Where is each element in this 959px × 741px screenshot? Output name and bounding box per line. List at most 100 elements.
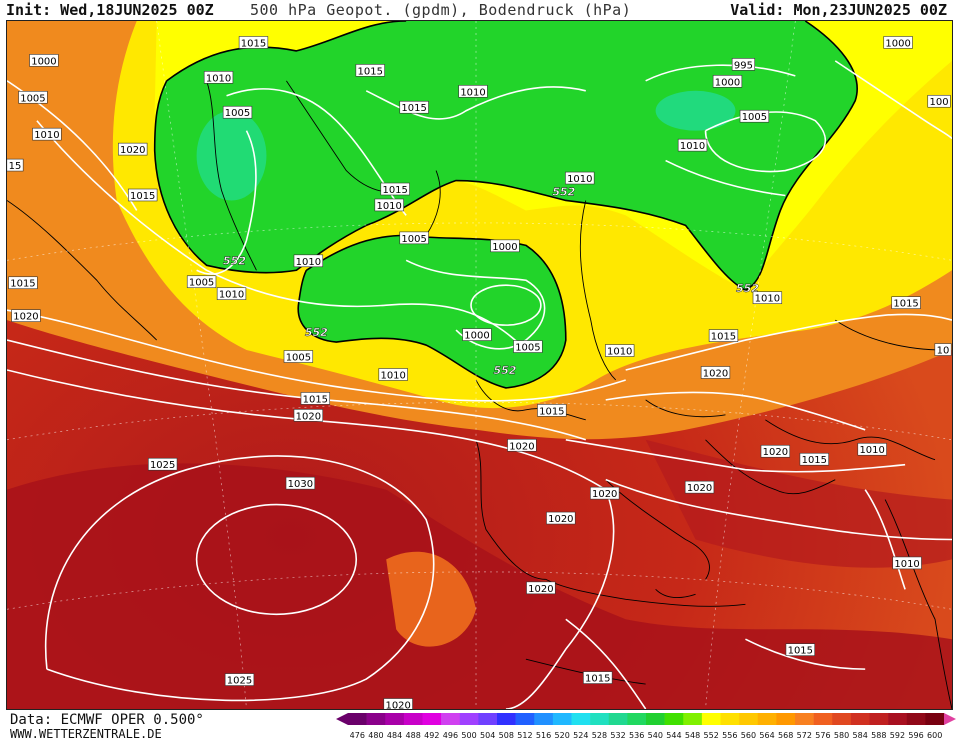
svg-text:1015: 1015	[382, 185, 407, 196]
legend-color-swatch	[701, 713, 721, 725]
svg-text:1010: 1010	[607, 347, 632, 358]
legend-tick-label: 580	[834, 731, 849, 740]
legend-tick-label: 560	[741, 731, 756, 740]
svg-text:1010: 1010	[567, 174, 592, 185]
svg-text:1000: 1000	[31, 56, 56, 67]
svg-text:1020: 1020	[120, 145, 145, 156]
coastlines	[7, 80, 952, 709]
svg-text:1020: 1020	[385, 701, 410, 710]
isobar-label: 1020	[546, 511, 576, 525]
isobar-label: 1015	[399, 100, 429, 114]
isobar-label: 1020	[11, 309, 41, 323]
svg-text:1010: 1010	[894, 559, 919, 570]
svg-text:100: 100	[930, 97, 949, 108]
svg-text:1015: 1015	[893, 299, 918, 310]
svg-text:1015: 1015	[358, 66, 383, 77]
isobar-label: 1015	[891, 296, 921, 310]
map-title: 500 hPa Geopot. (gpdm), Bodendruck (hPa)	[250, 1, 632, 19]
legend-tick-label: 584	[853, 731, 868, 740]
svg-text:1025: 1025	[150, 460, 175, 471]
svg-text:1015: 1015	[585, 674, 610, 685]
isobars	[7, 60, 952, 709]
legend-color-swatch	[757, 713, 777, 725]
legend-tick-label: 572	[797, 731, 812, 740]
svg-text:1010: 1010	[680, 141, 705, 152]
legend-tick-label: 508	[499, 731, 514, 740]
legend-tick-label: 548	[685, 731, 700, 740]
isobar-label: 1010	[605, 344, 635, 358]
svg-text:1020: 1020	[703, 368, 728, 379]
legend-tick-label: 524	[573, 731, 588, 740]
isobar-label: 1005	[283, 350, 314, 364]
isobar-label: 1010	[203, 71, 234, 84]
legend-color-swatch	[552, 713, 572, 725]
isobar-label: 1015	[128, 188, 158, 202]
isobar-label: 100	[927, 94, 951, 108]
isobar-label: 1020	[760, 444, 791, 458]
legend-color-swatch	[348, 713, 367, 725]
legend-tick-label: 496	[443, 731, 458, 740]
legend-color-swatch	[646, 713, 665, 725]
isobar-label: 1015	[708, 329, 739, 343]
legend-tick-label: 520	[555, 731, 570, 740]
isobar-label: 1000	[462, 328, 492, 342]
svg-text:1015: 1015	[539, 406, 564, 417]
svg-text:1020: 1020	[528, 584, 553, 595]
svg-text:1020: 1020	[548, 514, 573, 525]
valid-time-label: Valid: Mon,23JUN2025 00Z	[730, 1, 947, 19]
legend-color-swatch	[813, 713, 833, 725]
svg-text:1030: 1030	[288, 479, 313, 490]
legend-tick-label: 512	[517, 731, 532, 740]
isobar-label: 1005	[18, 90, 48, 104]
svg-text:1010: 1010	[206, 73, 231, 84]
legend-tick-label: 556	[722, 731, 737, 740]
dark-red-area	[7, 463, 952, 709]
svg-text:1000: 1000	[464, 331, 489, 342]
legend-tick-label: 576	[815, 731, 830, 740]
svg-text:1000: 1000	[885, 38, 910, 49]
svg-text:15: 15	[9, 161, 22, 172]
legend-tick-label: 588	[871, 731, 886, 740]
legend-color-swatch	[850, 713, 870, 725]
legend-color-swatch	[720, 713, 740, 725]
svg-text:1020: 1020	[509, 441, 534, 452]
legend-color-swatch	[385, 713, 405, 725]
legend-color-swatch	[571, 713, 591, 725]
isobar-label: 15	[7, 158, 24, 172]
isobar-label: 1005	[186, 275, 217, 289]
legend-color-swatch	[366, 713, 386, 725]
svg-text:1010: 1010	[460, 87, 485, 98]
isobar-label: 1015	[238, 36, 269, 49]
green-low-area-south	[298, 235, 566, 388]
legend-color-swatch	[906, 713, 926, 725]
isobar-label: 1020	[684, 480, 715, 494]
legend-color-swatch	[888, 713, 908, 725]
svg-text:1015: 1015	[303, 394, 328, 405]
legend-color-swatch	[739, 713, 759, 725]
isobar-label: 1010	[216, 287, 247, 301]
legend-tick-label: 600	[927, 731, 942, 740]
isobar-label: 1015	[8, 276, 38, 290]
legend-color-swatch	[627, 713, 647, 725]
legend-color-swatch	[608, 713, 628, 725]
isobar-label: 1005	[222, 105, 253, 119]
svg-text:1015: 1015	[711, 332, 736, 343]
legend-color-swatch	[683, 713, 703, 725]
svg-text:995: 995	[734, 60, 753, 71]
legend-tick-label: 564	[759, 731, 774, 740]
svg-text:1010: 1010	[296, 257, 321, 268]
svg-text:1005: 1005	[515, 343, 540, 354]
svg-text:1020: 1020	[296, 411, 321, 422]
isobar-label: 1015	[355, 64, 385, 77]
legend-color-swatch	[795, 713, 814, 725]
legend-color-swatch	[459, 713, 479, 725]
legend-tick-label: 500	[461, 731, 476, 740]
legend-color-swatch	[497, 713, 516, 725]
isobar-label: 1005	[399, 231, 429, 245]
isobar-label: 1010	[378, 368, 408, 381]
svg-text:1010: 1010	[34, 130, 59, 141]
geopotential-label: 552	[305, 326, 328, 339]
isobar-label: 1000	[490, 239, 520, 253]
